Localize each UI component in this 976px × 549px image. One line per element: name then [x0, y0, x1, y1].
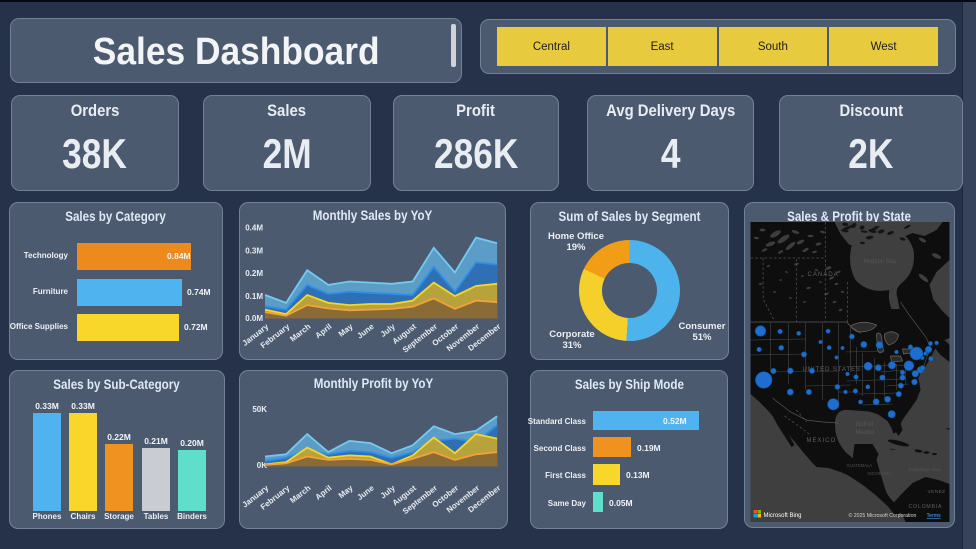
- svg-text:GUATEMALA: GUATEMALA: [847, 463, 873, 468]
- svg-text:Terms: Terms: [927, 513, 942, 519]
- svg-text:UNITED STATES: UNITED STATES: [803, 366, 861, 373]
- svg-text:VENEZ: VENEZ: [928, 489, 946, 495]
- svg-text:Hudson Bay: Hudson Bay: [864, 259, 897, 265]
- svg-text:Caribbean Sea: Caribbean Sea: [909, 467, 941, 473]
- svg-text:CANADA: CANADA: [808, 271, 839, 278]
- svg-text:COLOMBIA: COLOMBIA: [909, 504, 943, 510]
- svg-text:Gulf of: Gulf of: [856, 422, 874, 428]
- svg-text:Mexico: Mexico: [856, 430, 876, 436]
- svg-text:© 2025 Microsoft Corporation: © 2025 Microsoft Corporation: [849, 512, 917, 519]
- svg-text:NICARAGUA: NICARAGUA: [868, 471, 893, 476]
- svg-text:Microsoft Bing: Microsoft Bing: [764, 513, 802, 519]
- svg-text:MEXICO: MEXICO: [807, 438, 837, 444]
